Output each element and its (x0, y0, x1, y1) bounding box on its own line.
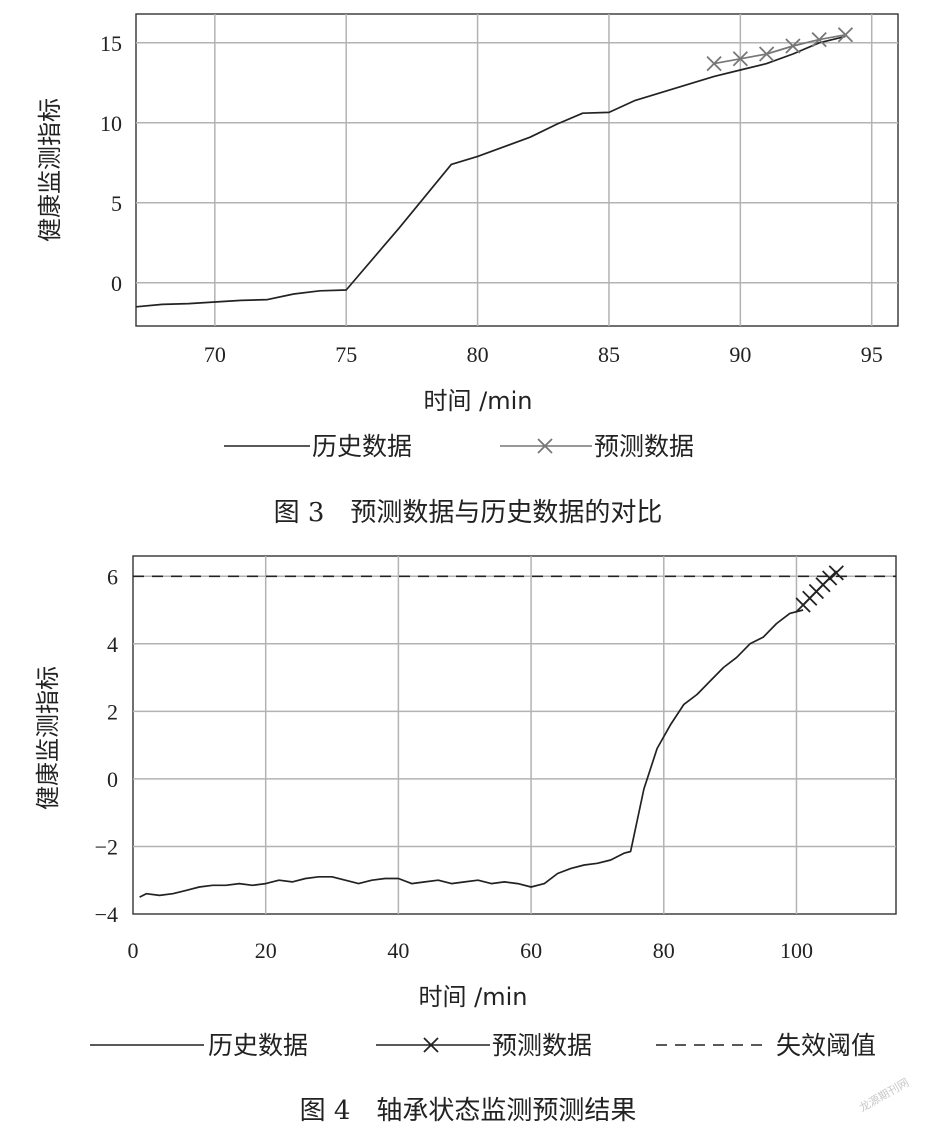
legend-label-threshold: 失效阈值 (776, 1031, 876, 1060)
x-axis-title: 时间 /min (424, 387, 533, 415)
x-tick-label: 85 (598, 342, 620, 367)
x-tick-label: 60 (520, 938, 542, 963)
x-tick-label: 40 (387, 938, 409, 963)
data-point-marker (828, 565, 844, 581)
legend-marker-prediction (423, 1037, 439, 1053)
y-axis-title: 健康监测指标 (34, 666, 62, 810)
plot-frame (135, 13, 899, 327)
data-point-marker (706, 55, 722, 72)
data-point-marker (811, 31, 827, 48)
x-tick-label: 20 (255, 938, 277, 963)
x-tick-label: 95 (861, 342, 883, 367)
data-point-marker (837, 27, 854, 43)
y-tick-label: 15 (100, 31, 122, 56)
grid-lines (136, 14, 898, 326)
watermark: 龙源期刊网 (857, 1075, 912, 1115)
series-line-1 (713, 33, 846, 65)
data-point-marker (758, 46, 775, 62)
tick-labels: 70 75 80 85 90 95 0 5 10 15 (100, 31, 883, 367)
grid-lines (133, 556, 896, 914)
legend-label-prediction: 预测数据 (594, 432, 694, 461)
y-tick-label: 6 (107, 564, 118, 589)
legend: 历史数据 预测数据 失效阈值 (90, 1031, 876, 1060)
chart-bearing-state-prediction: 0 20 40 60 80 100 −4 −2 0 2 4 6 时间 /min 健康监测指标 历史数据… (34, 555, 897, 1126)
y-tick-label: −2 (95, 834, 118, 859)
y-axis-title: 健康监测指标 (36, 98, 64, 242)
legend-label-prediction: 预测数据 (492, 1031, 592, 1060)
y-tick-label: 2 (107, 699, 118, 724)
x-tick-label: 75 (335, 342, 357, 367)
figure-caption: 图 3 预测数据与历史数据的对比 (274, 498, 663, 528)
y-tick-label: 5 (111, 191, 122, 216)
data-point-marker (785, 38, 801, 54)
y-tick-label: 0 (107, 767, 118, 792)
figure-caption: 图 4 轴承状态监测预测结果 (300, 1096, 637, 1126)
y-tick-label: −4 (95, 902, 118, 927)
legend-marker-prediction (537, 438, 553, 454)
x-tick-label: 0 (128, 938, 139, 963)
legend-label-history: 历史数据 (312, 432, 412, 461)
legend: 历史数据 预测数据 (224, 432, 694, 461)
x-tick-label: 90 (729, 342, 751, 367)
x-axis-title: 时间 /min (419, 983, 528, 1011)
y-tick-label: 4 (107, 632, 118, 657)
series-lines (133, 565, 896, 898)
x-tick-label: 100 (780, 938, 813, 963)
x-tick-label: 80 (653, 938, 675, 963)
x-tick-label: 80 (467, 342, 489, 367)
plot-frame (132, 555, 897, 915)
series-lines (135, 27, 854, 308)
tick-labels: 0 20 40 60 80 100 −4 −2 0 2 4 6 (95, 564, 813, 963)
y-tick-label: 0 (111, 271, 122, 296)
series-line-0 (139, 609, 804, 898)
data-point-marker (732, 51, 748, 67)
legend-label-history: 历史数据 (208, 1031, 308, 1060)
series-line-0 (135, 35, 846, 308)
x-tick-label: 70 (204, 342, 226, 367)
chart-health-prediction-vs-history: 70 75 80 85 90 95 0 5 10 15 时间 /min 健康监测指标 历史数据 预… (36, 13, 899, 528)
y-tick-label: 10 (100, 111, 122, 136)
data-point-marker (822, 570, 838, 586)
